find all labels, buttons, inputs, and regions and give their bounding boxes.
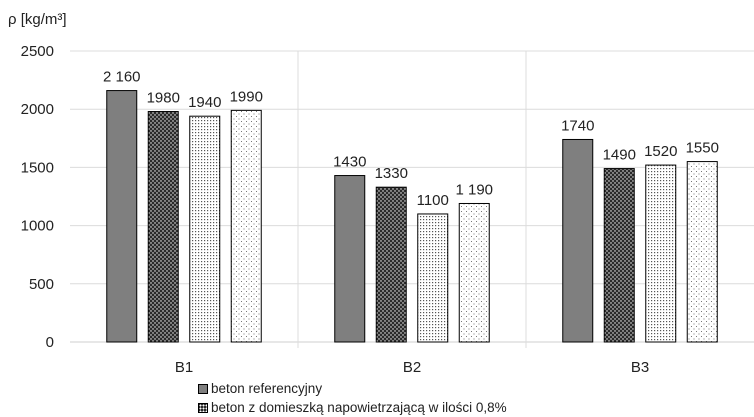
- data-label: 1740: [561, 117, 594, 134]
- y-tick-label: 1500: [21, 159, 54, 176]
- data-label: 2 160: [103, 69, 141, 86]
- y-tick-label: 1000: [21, 218, 54, 235]
- y-tick-label: 500: [29, 276, 54, 293]
- bars: [106, 90, 718, 343]
- x-tick-label: B3: [631, 359, 649, 376]
- legend-swatch-dense-dots: [198, 402, 208, 413]
- bar: [645, 164, 677, 343]
- legend-item-air-entraining: beton z domieszką napowietrzającą w iloś…: [198, 398, 507, 417]
- data-label: 1 190: [455, 181, 493, 198]
- legend-swatch-solid: [198, 383, 208, 394]
- data-label: 1430: [333, 154, 366, 171]
- data-label: 1520: [644, 143, 677, 160]
- legend-label: beton referencyjny: [211, 381, 323, 396]
- legend-label: beton z domieszką napowietrzającą w iloś…: [211, 400, 507, 415]
- data-label: 1940: [188, 94, 221, 111]
- bar: [417, 213, 449, 343]
- y-tick-label: 0: [46, 334, 54, 351]
- data-label: 1330: [375, 165, 408, 182]
- bar: [686, 161, 718, 343]
- legend-item-reference: beton referencyjny: [198, 379, 507, 398]
- gridlines: [70, 50, 754, 348]
- x-tick-labels: B1 B2 B3: [175, 359, 649, 376]
- y-tick-label: 2000: [21, 101, 54, 118]
- y-tick-labels: 0 500 1000 1500 2000 2500: [21, 43, 54, 351]
- bar: [603, 168, 635, 343]
- y-axis-label: ρ [kg/m³]: [8, 11, 67, 28]
- x-tick-label: B1: [175, 359, 193, 376]
- legend: beton referencyjny beton z domieszką nap…: [198, 379, 507, 417]
- bar: [375, 186, 407, 343]
- bar: [562, 138, 594, 343]
- bar: [334, 175, 366, 343]
- data-label: 1550: [686, 140, 719, 157]
- data-label: 1490: [603, 147, 636, 164]
- bar: [189, 115, 221, 343]
- data-label: 1990: [230, 88, 263, 105]
- data-label: 1100: [417, 192, 449, 209]
- bar: [147, 111, 179, 343]
- bar: [458, 202, 490, 343]
- y-tick-label: 2500: [21, 43, 54, 60]
- bar: [106, 90, 138, 343]
- data-label: 1980: [147, 90, 180, 107]
- data-labels: 2 160 1980 1940 1990 1430 1330 1100 1 190 1740 14…: [103, 69, 719, 209]
- bar: [230, 109, 262, 343]
- x-tick-label: B2: [403, 359, 421, 376]
